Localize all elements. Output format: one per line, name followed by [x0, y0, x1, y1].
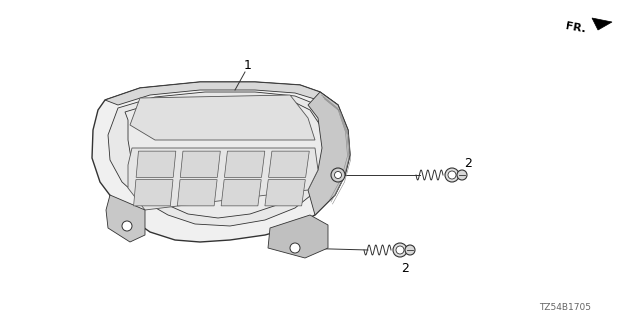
- Circle shape: [445, 168, 459, 182]
- Circle shape: [457, 170, 467, 180]
- Circle shape: [331, 168, 345, 182]
- Text: 1: 1: [244, 59, 252, 71]
- Polygon shape: [134, 180, 173, 206]
- Polygon shape: [106, 195, 145, 242]
- Circle shape: [396, 246, 404, 254]
- Polygon shape: [128, 148, 318, 210]
- Polygon shape: [105, 82, 338, 105]
- Polygon shape: [177, 180, 217, 206]
- Circle shape: [122, 221, 132, 231]
- Circle shape: [448, 171, 456, 179]
- Text: 2: 2: [401, 261, 409, 275]
- Polygon shape: [225, 151, 265, 177]
- Circle shape: [335, 172, 342, 179]
- Polygon shape: [125, 98, 325, 218]
- Text: FR.: FR.: [565, 21, 587, 35]
- Polygon shape: [130, 95, 315, 140]
- Polygon shape: [592, 18, 612, 30]
- Polygon shape: [92, 82, 350, 242]
- Circle shape: [393, 243, 407, 257]
- Polygon shape: [265, 180, 305, 206]
- Text: 2: 2: [464, 156, 472, 170]
- Polygon shape: [108, 92, 335, 226]
- Polygon shape: [268, 215, 328, 258]
- Circle shape: [290, 243, 300, 253]
- Circle shape: [405, 245, 415, 255]
- Polygon shape: [221, 180, 261, 206]
- Polygon shape: [308, 92, 350, 215]
- Polygon shape: [180, 151, 220, 177]
- Polygon shape: [269, 151, 309, 177]
- Text: TZ54B1705: TZ54B1705: [539, 303, 591, 313]
- Polygon shape: [136, 151, 176, 177]
